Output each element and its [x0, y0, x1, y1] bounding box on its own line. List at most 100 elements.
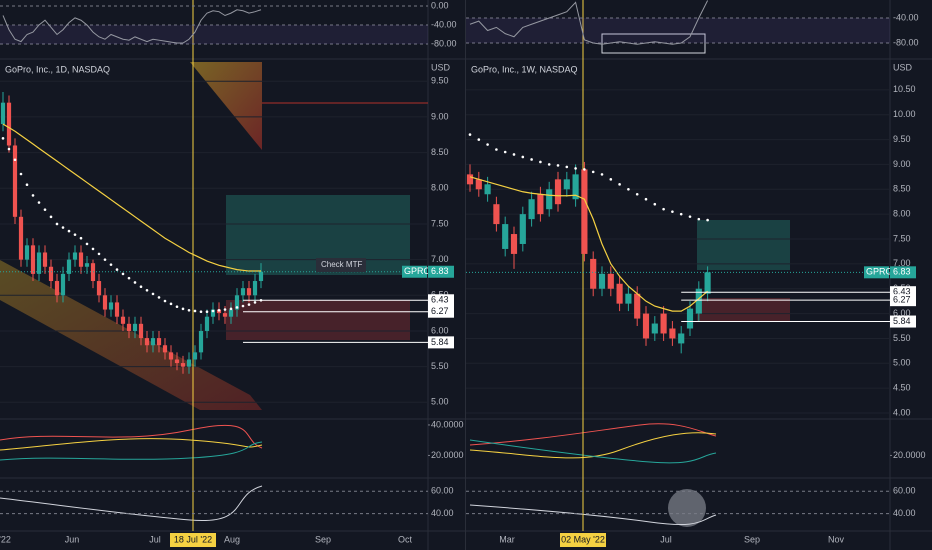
candle-body — [150, 338, 156, 346]
x-tick-label: 18 Jul '22 — [174, 534, 212, 544]
dotted-point — [109, 263, 113, 266]
candle-body — [234, 295, 240, 310]
candle-body — [475, 179, 482, 190]
dotted-point — [679, 212, 683, 216]
dotted-point — [697, 217, 701, 221]
candle-body — [84, 263, 90, 267]
long-position-stop — [226, 300, 410, 340]
candle-body — [484, 184, 491, 195]
moving-average — [2, 123, 261, 272]
dotted-point — [247, 303, 251, 306]
dotted-point — [193, 309, 197, 313]
dotted-point — [133, 281, 137, 284]
candle-body — [581, 169, 588, 254]
dotted-point — [139, 285, 143, 289]
candle-body — [162, 345, 168, 353]
price-tag — [428, 336, 454, 349]
price-tag-label: 6.43 — [893, 287, 911, 297]
dotted-point — [618, 183, 621, 186]
dotted-point — [31, 194, 35, 197]
candle-body — [192, 352, 198, 360]
candle-body — [222, 313, 228, 317]
candle-body — [678, 333, 685, 344]
dotted-point — [574, 167, 577, 170]
dotted-point — [211, 309, 215, 313]
candle-body — [258, 271, 264, 282]
candle-body — [108, 302, 114, 310]
candle-body — [228, 309, 234, 317]
annotation: Check MTF — [321, 260, 362, 269]
annotation-box — [316, 258, 366, 272]
candle-body — [590, 258, 597, 289]
dotted-point — [67, 229, 71, 233]
dotted-point — [547, 163, 551, 166]
highlight-box — [601, 33, 706, 54]
y-tick-label: 9.00 — [431, 111, 449, 121]
candle-body — [18, 216, 24, 260]
candle-body — [651, 323, 658, 334]
candle-body — [528, 199, 535, 220]
osc-tick-label: -80.00 — [431, 38, 457, 48]
dotted-point — [13, 158, 17, 162]
dotted-point — [217, 308, 221, 312]
candle-body — [210, 309, 216, 317]
x-tick-label: Jul — [660, 534, 672, 544]
candle-body — [240, 288, 246, 296]
candle-body — [174, 359, 180, 364]
dotted-point — [19, 172, 23, 176]
candle-body — [6, 102, 12, 146]
dotted-point — [55, 222, 59, 226]
dotted-point — [662, 207, 665, 211]
dotted-point — [97, 252, 101, 256]
y-tick-label: 4.50 — [893, 383, 911, 393]
dotted-point — [609, 178, 613, 181]
candle-body — [572, 174, 579, 200]
x-tick-label: Mar — [499, 534, 515, 544]
price-tag-label: 6.43 — [431, 295, 449, 305]
dotted-point — [61, 226, 65, 229]
dotted-point — [503, 150, 507, 154]
candle-body — [554, 179, 562, 205]
dotted-point — [495, 148, 498, 151]
osc-tick-label: -40.00 — [893, 12, 919, 22]
dotted-point — [486, 143, 489, 146]
dotted-point — [512, 153, 516, 156]
dotted-point — [477, 138, 481, 141]
candle-body — [466, 174, 474, 185]
y-tick-label: 10.50 — [893, 84, 916, 94]
y-tick-label: 4.00 — [893, 407, 911, 417]
y-tick-label: 8.00 — [431, 183, 449, 193]
dotted-point — [169, 302, 173, 306]
chart-title: GoPro, Inc., 1D, NASDAQ — [5, 64, 110, 74]
dotted-point — [25, 183, 29, 187]
dotted-point — [175, 305, 179, 309]
symbol-tag — [402, 265, 427, 278]
candle-body — [607, 273, 614, 289]
price-tag-label: 5.84 — [431, 337, 449, 347]
osc-tick-label: -80.00 — [893, 37, 919, 47]
y-tick-label: 10.00 — [893, 109, 916, 119]
osc-line — [469, 0, 709, 45]
dotted-point — [635, 192, 639, 196]
chart-title: GoPro, Inc., 1W, NASDAQ — [471, 64, 578, 74]
dotted-point — [706, 218, 709, 222]
crosshair-date-tag — [170, 533, 216, 547]
dotted-point — [530, 158, 533, 161]
candle-body — [54, 281, 60, 296]
candle-body — [634, 293, 641, 319]
y-tick-label: 9.00 — [893, 159, 911, 169]
candle-body — [660, 313, 667, 334]
dotted-point — [229, 307, 233, 311]
price-tag-label: 5.84 — [893, 316, 911, 326]
indicator-tick-label: 60.00 — [893, 486, 916, 496]
dotted-point — [151, 292, 155, 296]
dotted-point — [468, 133, 472, 136]
candle-body — [168, 352, 174, 360]
x-tick-label: Sep — [744, 534, 760, 544]
dotted-point — [115, 268, 119, 271]
y-unit-label: USD — [893, 62, 913, 72]
dotted-point — [205, 310, 209, 313]
y-tick-label: 9.50 — [431, 76, 449, 86]
dotted-point — [591, 170, 595, 174]
